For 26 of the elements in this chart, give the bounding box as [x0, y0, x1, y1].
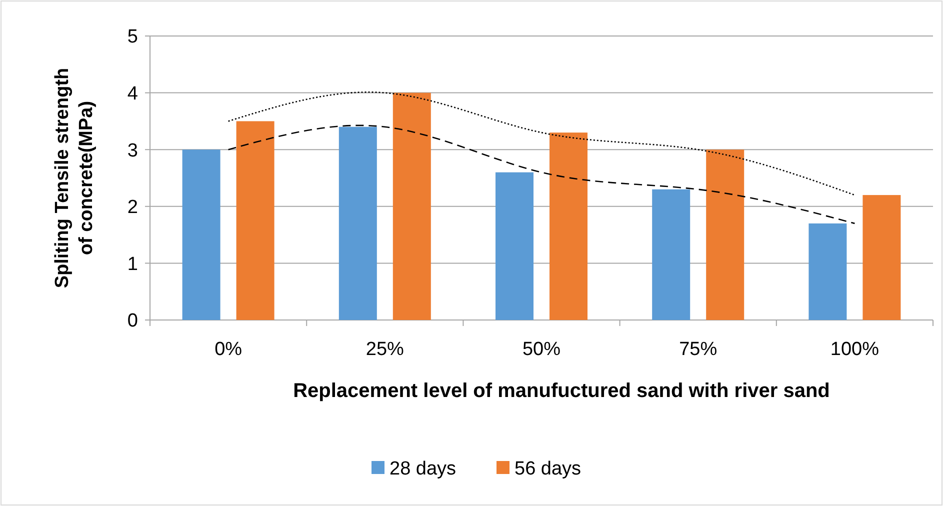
x-tick-label: 25% — [366, 339, 404, 360]
bar — [652, 189, 690, 320]
x-tick-label: 75% — [679, 339, 718, 360]
y-tick-label: 4 — [127, 83, 138, 104]
x-tick-label: 100% — [830, 339, 880, 360]
bar — [706, 150, 744, 320]
y-tick-label: 1 — [127, 254, 138, 275]
x-tick-label: 50% — [522, 339, 561, 360]
bar — [182, 150, 220, 320]
legend-label: 56 days — [514, 458, 582, 480]
y-tick-label: 2 — [127, 197, 138, 218]
bar — [496, 172, 534, 320]
bar — [338, 126, 377, 320]
bar — [236, 121, 274, 320]
bar — [862, 195, 901, 320]
bar — [392, 92, 431, 320]
line-series — [228, 92, 856, 196]
y-tick-label: 5 — [127, 26, 138, 48]
y-tick-label: 0 — [127, 310, 138, 332]
legend-label: 28 days — [390, 458, 456, 480]
bar — [550, 132, 588, 320]
y-axis-title: Spliting Tensile strength of concrete(MPa) — [52, 68, 97, 288]
x-axis-title: Replacement level of manufuctured sand with river sand — [293, 380, 830, 402]
y-tick-label: 3 — [127, 140, 138, 162]
bar — [808, 223, 847, 320]
x-tick-label: 0% — [214, 339, 242, 360]
